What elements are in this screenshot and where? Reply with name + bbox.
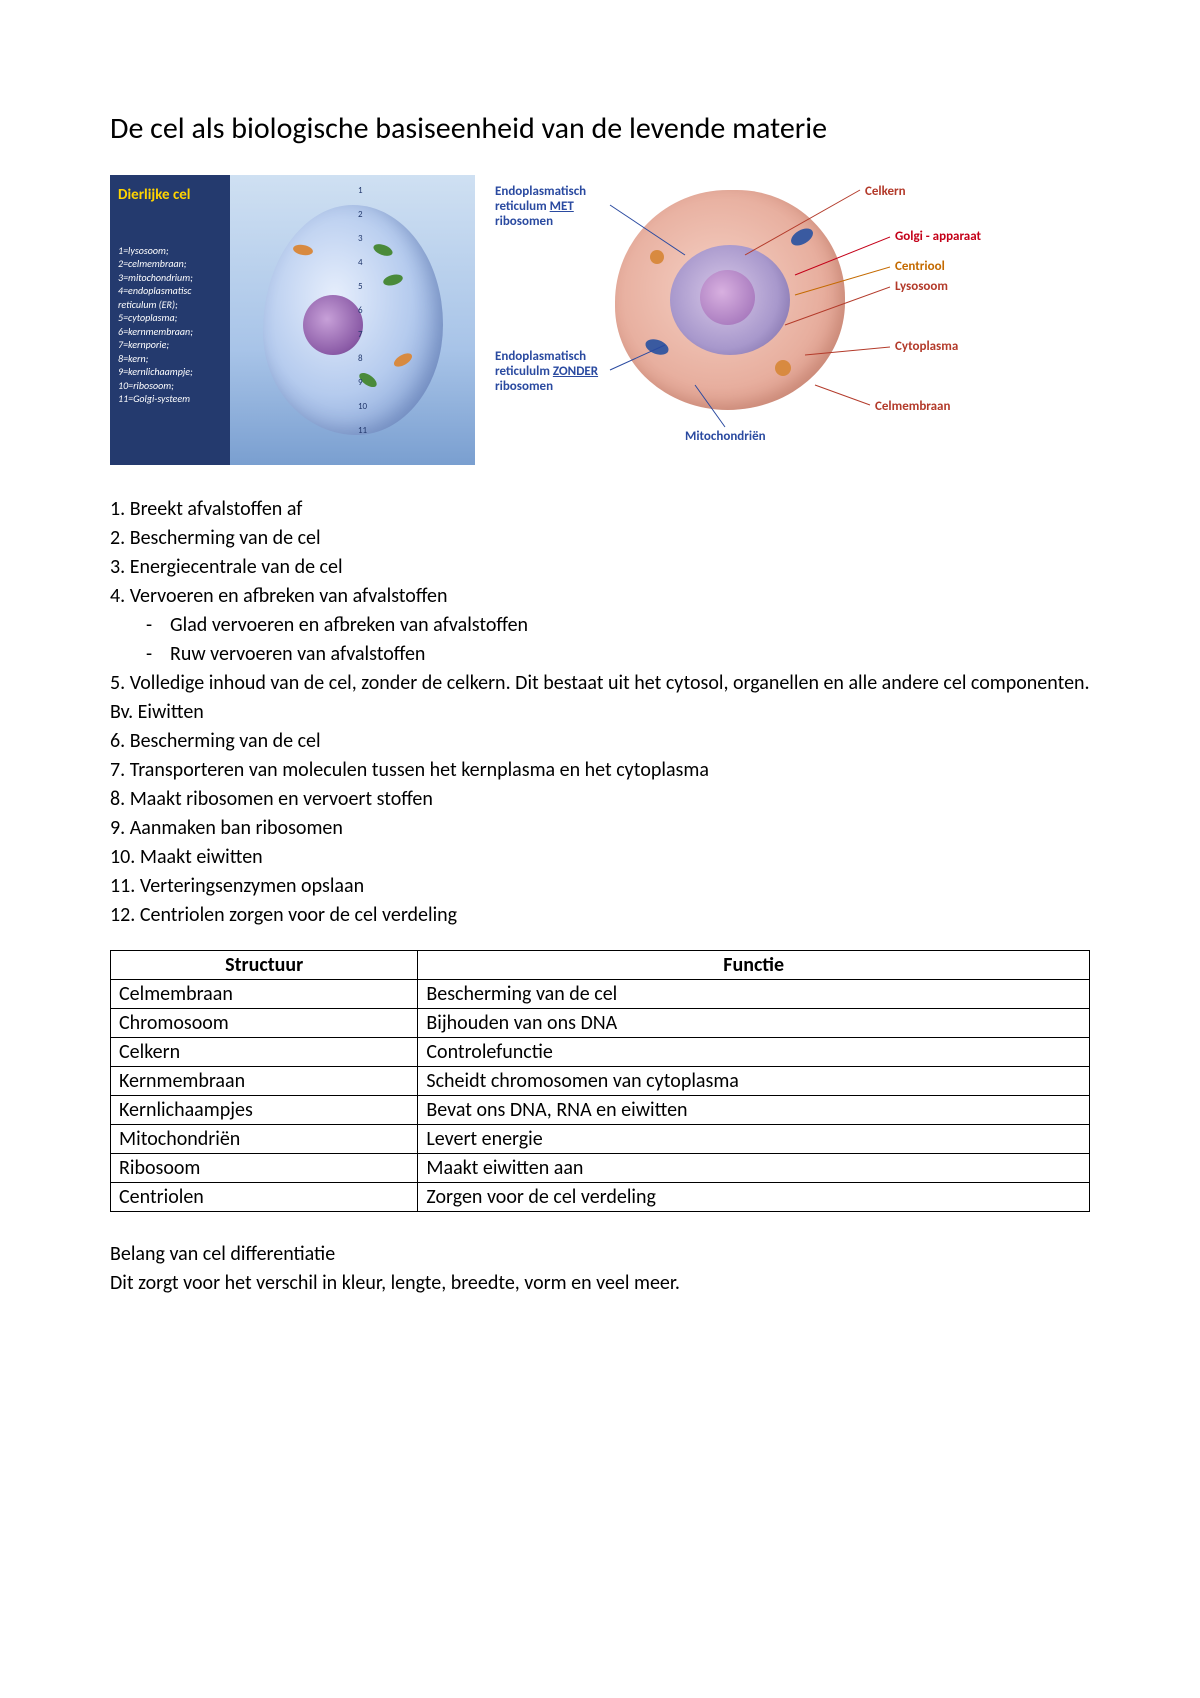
- table-row: CentriolenZorgen voor de cel verdeling: [111, 1183, 1090, 1212]
- label-er-zonder: Endoplasmatisch reticululm ZONDER riboso…: [495, 350, 615, 395]
- diagram-number: 7: [358, 329, 363, 340]
- function-subitem: Ruw vervoeren van afvalstoffen: [110, 640, 1090, 669]
- table-row: KernlichaampjesBevat ons DNA, RNA en eiw…: [111, 1096, 1090, 1125]
- table-row: ChromosoomBijhouden van ons DNA: [111, 1009, 1090, 1038]
- function-item: 5. Volledige inhoud van de cel, zonder d…: [110, 669, 1090, 727]
- diagram-number: 10: [358, 401, 367, 412]
- nucleus-shape: [303, 295, 363, 355]
- legend-line: 11=Golgi-systeem: [118, 392, 222, 406]
- footer-line-2: Dit zorgt voor het verschil in kleur, le…: [110, 1269, 1090, 1298]
- label-lysosoom: Lysosoom: [895, 280, 948, 295]
- organelle-dot: [371, 242, 393, 258]
- table-cell: Centriolen: [111, 1183, 418, 1212]
- footer-line-1: Belang van cel differentiatie: [110, 1240, 1090, 1269]
- label-celkern: Celkern: [865, 185, 906, 200]
- legend-line: 2=celmembraan;: [118, 257, 222, 271]
- label-er-met: Endoplasmatisch reticulum MET ribosomen: [495, 185, 615, 230]
- table-header: Structuur: [111, 951, 418, 980]
- table-cell: Levert energie: [418, 1125, 1090, 1154]
- legend-line: 5=cytoplasma;: [118, 311, 222, 325]
- legend-line: 8=kern;: [118, 352, 222, 366]
- right-cell-diagram: Endoplasmatisch reticulum MET ribosomen …: [495, 175, 1090, 465]
- legend-lines: 1=lysosoom;2=celmembraan;3=mitochondrium…: [118, 244, 222, 406]
- left-cell-diagram: Dierlijke cel 1=lysosoom;2=celmembraan;3…: [110, 175, 475, 465]
- function-subitem: Glad vervoeren en afbreken van afvalstof…: [110, 611, 1090, 640]
- page-title: De cel als biologische basiseenheid van …: [110, 110, 1090, 147]
- table-cell: Chromosoom: [111, 1009, 418, 1038]
- cell-shape: [263, 205, 443, 435]
- legend-line: 7=kernporie;: [118, 338, 222, 352]
- table-row: MitochondriënLevert energie: [111, 1125, 1090, 1154]
- table-cell: Bijhouden van ons DNA: [418, 1009, 1090, 1038]
- table-cell: Bescherming van de cel: [418, 980, 1090, 1009]
- structure-function-table: StructuurFunctie CelmembraanBescherming …: [110, 950, 1090, 1212]
- legend-line: 6=kernmembraan;: [118, 325, 222, 339]
- functions-list: 1. Breekt afvalstoffen af2. Bescherming …: [110, 495, 1090, 930]
- legend-line: 4=endoplasmatisc: [118, 284, 222, 298]
- table-cell: Mitochondriën: [111, 1125, 418, 1154]
- table-cell: Celmembraan: [111, 980, 418, 1009]
- table-row: RibosoomMaakt eiwitten aan: [111, 1154, 1090, 1183]
- legend-line: 9=kernlichaampje;: [118, 365, 222, 379]
- table-cell: Scheidt chromosomen van cytoplasma: [418, 1067, 1090, 1096]
- label-centriool: Centriool: [895, 260, 945, 275]
- function-item: 7. Transporteren van moleculen tussen he…: [110, 756, 1090, 785]
- legend-line: 10=ribosoom;: [118, 379, 222, 393]
- organelle-dot: [391, 351, 413, 370]
- legend-line: reticulum (ER);: [118, 298, 222, 312]
- function-item: 4. Vervoeren en afbreken van afvalstoffe…: [110, 582, 1090, 611]
- table-cell: Bevat ons DNA, RNA en eiwitten: [418, 1096, 1090, 1125]
- diagram-number: 3: [358, 233, 363, 244]
- cell2-shape: [615, 190, 845, 410]
- diagram-number: 6: [358, 305, 363, 316]
- diagram-number: 1: [358, 185, 363, 196]
- organelle-dot: [788, 225, 816, 249]
- organelle-dot: [643, 336, 670, 357]
- table-row: KernmembraanScheidt chromosomen van cyto…: [111, 1067, 1090, 1096]
- diagram-number: 5: [358, 281, 363, 292]
- organelle-dot: [382, 273, 404, 288]
- diagram-number: 2: [358, 209, 363, 220]
- function-item: 9. Aanmaken ban ribosomen: [110, 814, 1090, 843]
- function-item: 1. Breekt afvalstoffen af: [110, 495, 1090, 524]
- table-cell: Maakt eiwitten aan: [418, 1154, 1090, 1183]
- label-cytoplasma: Cytoplasma: [895, 340, 958, 355]
- table-cell: Kernmembraan: [111, 1067, 418, 1096]
- function-item: 2. Bescherming van de cel: [110, 524, 1090, 553]
- table-cell: Ribosoom: [111, 1154, 418, 1183]
- left-diagram-cell-area: 1 2 3 4 5 6 7 8 9 10 11: [230, 175, 475, 465]
- function-item: 8. Maakt ribosomen en vervoert stoffen: [110, 785, 1090, 814]
- diagram-number: 11: [358, 425, 367, 436]
- organelle-dot: [292, 243, 313, 256]
- legend-line: 3=mitochondrium;: [118, 271, 222, 285]
- table-cell: Celkern: [111, 1038, 418, 1067]
- table-cell: Kernlichaampjes: [111, 1096, 418, 1125]
- diagram-number: 4: [358, 257, 363, 268]
- label-celmembraan: Celmembraan: [875, 400, 950, 415]
- table-cell: Controlefunctie: [418, 1038, 1090, 1067]
- organelle-dot: [650, 250, 664, 264]
- label-golgi: Golgi - apparaat: [895, 230, 981, 245]
- table-cell: Zorgen voor de cel verdeling: [418, 1183, 1090, 1212]
- function-item: 10. Maakt eiwitten: [110, 843, 1090, 872]
- cell2-nucleus: [700, 270, 755, 325]
- footer-block: Belang van cel differentiatie Dit zorgt …: [110, 1240, 1090, 1298]
- legend-line: 1=lysosoom;: [118, 244, 222, 258]
- organelle-dot: [775, 360, 791, 376]
- function-item: 12. Centriolen zorgen voor de cel verdel…: [110, 901, 1090, 930]
- table-header: Functie: [418, 951, 1090, 980]
- left-diagram-legend-panel: Dierlijke cel 1=lysosoom;2=celmembraan;3…: [110, 175, 230, 465]
- label-mitochondrien: Mitochondriën: [685, 430, 766, 445]
- diagrams-row: Dierlijke cel 1=lysosoom;2=celmembraan;3…: [110, 175, 1090, 465]
- table-row: CelkernControlefunctie: [111, 1038, 1090, 1067]
- diagram-number: 8: [358, 353, 363, 364]
- function-item: 6. Bescherming van de cel: [110, 727, 1090, 756]
- table-row: CelmembraanBescherming van de cel: [111, 980, 1090, 1009]
- function-item: 3. Energiecentrale van de cel: [110, 553, 1090, 582]
- function-item: 11. Verteringsenzymen opslaan: [110, 872, 1090, 901]
- left-diagram-title: Dierlijke cel: [118, 187, 222, 204]
- diagram-number: 9: [358, 377, 363, 388]
